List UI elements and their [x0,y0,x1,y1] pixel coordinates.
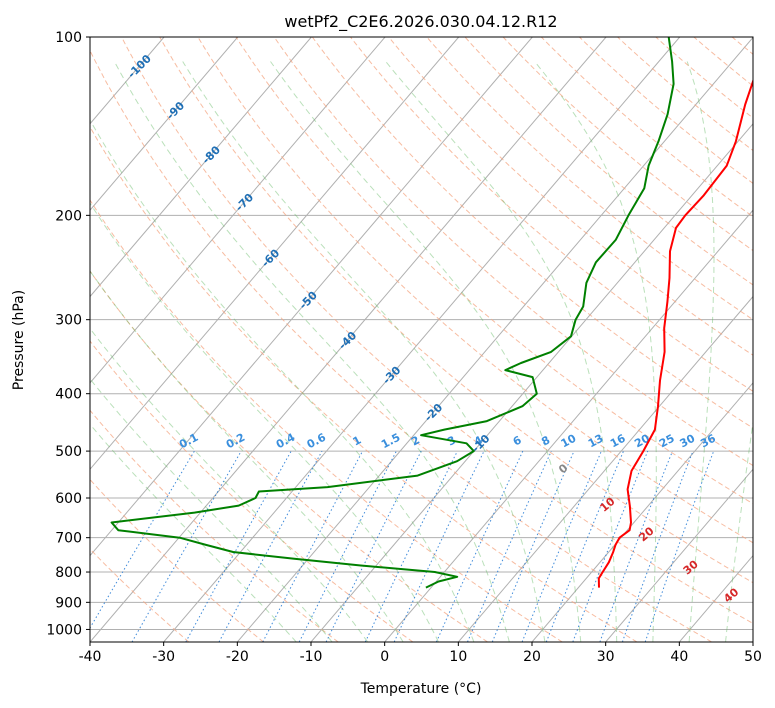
x-axis-ticks: -40 -30 -20 -10 0 10 20 30 40 50 [79,642,762,665]
y-tick-label: 400 [55,387,82,403]
y-tick-label: 300 [55,313,82,329]
x-tick-label: 30 [597,649,615,665]
isotherm-line [236,37,753,642]
dry-adiabat [350,37,753,392]
dry-adiabat [90,125,638,642]
dry-adiabat [90,199,563,642]
isotherm-line [90,37,312,298]
mixing-ratio-label: 13 [586,432,606,451]
mixing-ratio-line [185,450,292,642]
x-tick-label: -40 [79,649,102,665]
dry-adiabat [579,37,753,184]
x-tick-label: 40 [670,649,688,665]
dry-adiabat [90,49,712,642]
moist-adiabat [270,61,582,642]
y-axis-label: Pressure (hPa) [11,290,27,390]
x-tick-label: 10 [449,649,467,665]
y-tick-label: 800 [55,565,82,581]
chart-title: wetPf2_C2E6.2026.030.04.12.R12 [284,12,557,32]
dry-adiabat [90,340,414,642]
moist-adiabat [90,423,297,642]
isotherm-line [605,468,753,642]
isotherm-line [90,37,533,557]
dry-adiabat [426,37,753,321]
isotherm-line [90,37,386,384]
dry-adiabat [197,37,753,544]
moist-adiabat [534,61,657,642]
isotherm-line [310,123,753,642]
isotherm-line [457,295,753,642]
mixing-ratio-line [621,450,694,642]
mixing-ratio-line [131,450,242,642]
grid-lines [90,37,753,642]
y-tick-label: 500 [55,444,82,460]
x-tick-label: -10 [300,649,323,665]
isotherm-line [90,37,460,471]
moist-adiabat [686,61,715,642]
moist-adiabat [90,118,475,642]
y-tick-label: 100 [55,30,82,46]
plot-frame [89,36,754,643]
dry-adiabat [388,37,753,356]
background-lines [90,37,775,642]
moist-adiabat [725,418,753,642]
dry-adiabat [311,37,753,429]
moist-adiabat [182,61,546,642]
dewpoint-line [110,37,675,589]
isotherm-line [90,37,607,642]
mixing-ratio-line [90,450,195,629]
y-tick-label: 900 [55,595,82,611]
x-axis-label: Temperature (°C) [360,681,482,697]
mixing-ratio-label: 25 [657,432,677,451]
x-tick-label: -30 [152,649,175,665]
isotherm-line [90,37,239,211]
mixing-ratio-line [521,450,602,642]
dry-adiabat [502,37,753,252]
mixing-ratio-label: 16 [608,432,628,451]
y-axis-ticks: 100 200 300 400 500 600 700 800 900 1000 [46,30,90,638]
moist-adiabat [90,270,404,642]
mixing-ratio-line [393,450,485,642]
moist-adiabat [90,378,333,642]
x-tick-label: 20 [523,649,541,665]
temperature-line [597,78,753,588]
y-tick-label: 600 [55,491,82,507]
dry-adiabat [770,37,775,642]
dry-adiabat [121,37,753,625]
mixing-ratio-line [364,450,458,642]
mixing-ratio-line [491,450,575,642]
mixing-ratio-label: 10 [559,432,579,451]
mixing-ratio-label: 36 [698,432,718,451]
moist-adiabat [113,61,510,642]
dry-adiabat [159,37,753,584]
isotherm-line [752,641,753,642]
x-tick-label: -20 [226,649,249,665]
dry-adiabat [90,478,264,642]
y-tick-label: 700 [55,531,82,547]
x-tick-label: 0 [380,649,389,665]
isotherm-line [384,209,753,642]
mixing-ratio-line [435,450,524,642]
isotherm-line [163,37,681,642]
moist-adiabat [90,327,369,642]
x-tick-label: 50 [744,649,762,665]
mixing-ratio-line [644,450,715,642]
y-tick-label: 1000 [46,622,82,638]
data-series [110,37,753,589]
mixing-ratio-label: 30 [678,432,698,451]
y-tick-label: 200 [55,208,82,224]
mixing-ratio-line [218,450,323,642]
